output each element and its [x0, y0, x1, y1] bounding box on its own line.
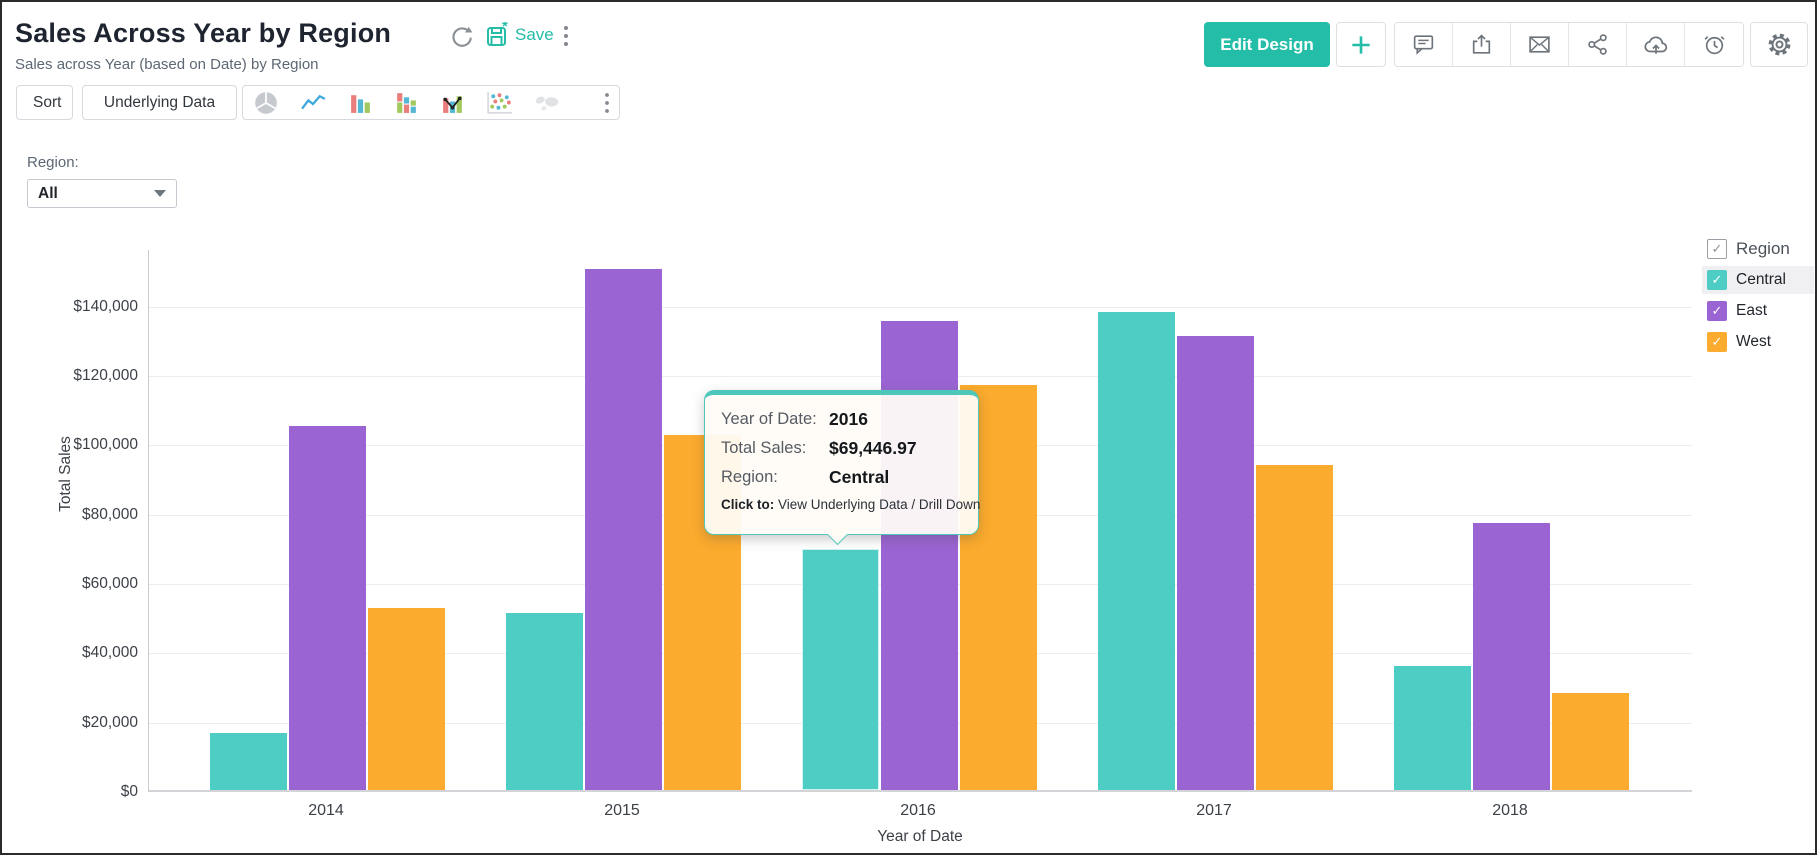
y-tick-label: $100,000 — [73, 436, 138, 454]
map-chart-icon[interactable] — [534, 91, 561, 115]
schedule-button[interactable] — [1685, 23, 1743, 66]
x-tick-label: 2015 — [604, 802, 640, 819]
bar-central-2018[interactable] — [1393, 665, 1471, 790]
bar-west-2018[interactable] — [1551, 692, 1629, 790]
page-title: Sales Across Year by Region — [15, 18, 392, 48]
email-button[interactable] — [1511, 23, 1569, 66]
refresh-icon[interactable] — [449, 24, 475, 50]
tooltip-row-value: Central — [829, 467, 890, 487]
schedule-alarm-icon — [1704, 36, 1724, 55]
add-icon — [1352, 35, 1370, 54]
bar-chart-icon[interactable] — [348, 91, 373, 115]
y-tick-label: $140,000 — [73, 297, 138, 315]
bar-west-2014[interactable] — [367, 608, 445, 790]
x-tick-label: 2014 — [308, 802, 344, 819]
save-label: Save — [515, 25, 554, 44]
settings-gear-icon — [1768, 33, 1790, 56]
pie-chart-icon[interactable] — [253, 91, 279, 115]
legend-title: Region — [1736, 239, 1790, 258]
export-icon — [1472, 34, 1491, 54]
line-chart-icon[interactable] — [300, 91, 327, 115]
share-icon — [1588, 34, 1607, 55]
region-filter-dropdown[interactable]: All — [27, 179, 177, 208]
bar-central-2014[interactable] — [209, 732, 287, 790]
legend-item-east[interactable]: ✓ East — [1702, 297, 1814, 325]
legend-checkbox-west[interactable]: ✓ — [1707, 332, 1727, 352]
page-subtitle: Sales across Year (based on Date) by Reg… — [15, 56, 319, 73]
legend-header-checkbox[interactable]: ✓ — [1707, 239, 1727, 259]
tooltip-row-label: Year of Date: — [721, 410, 817, 428]
x-tick-label: 2016 — [900, 802, 936, 819]
bar-east-2017[interactable] — [1176, 335, 1254, 790]
settings-button[interactable] — [1750, 22, 1808, 67]
y-tick-label: $40,000 — [81, 644, 138, 662]
share-button[interactable] — [1569, 23, 1627, 66]
tooltip-row: Region: Central — [721, 466, 962, 488]
y-tick-label: $0 — [120, 783, 138, 800]
stacked-bar-chart-icon[interactable] — [394, 91, 419, 115]
save-button[interactable]: * Save — [485, 22, 554, 48]
tooltip-footer-label: Click to: — [721, 497, 775, 512]
chevron-down-icon — [154, 190, 166, 197]
legend-item-label: Central — [1736, 271, 1786, 288]
save-icon: * — [487, 22, 508, 46]
svg-text:*: * — [502, 22, 508, 35]
legend-checkbox-central[interactable]: ✓ — [1707, 270, 1727, 290]
x-axis-title: Year of Date — [877, 828, 963, 845]
legend-item-west[interactable]: ✓ West — [1702, 328, 1814, 356]
y-tick-label: $20,000 — [81, 713, 138, 731]
chart-legend: ✓ Region ✓ Central ✓ East ✓ West — [1702, 235, 1814, 359]
bar-east-2014[interactable] — [288, 426, 366, 790]
bar-east-2018[interactable] — [1472, 523, 1550, 790]
tooltip-footer: Click to: View Underlying Data / Drill D… — [721, 497, 980, 512]
add-button[interactable] — [1336, 22, 1386, 67]
y-tick-label: $80,000 — [81, 505, 138, 523]
tooltip-row: Year of Date: 2016 — [721, 408, 962, 430]
bar-central-2017[interactable] — [1097, 311, 1175, 790]
sort-button[interactable]: Sort — [16, 85, 73, 120]
legend-header[interactable]: ✓ Region — [1702, 235, 1814, 263]
combo-chart-icon[interactable] — [440, 91, 465, 115]
legend-item-central[interactable]: ✓ Central — [1702, 266, 1814, 294]
gridline — [149, 306, 1692, 308]
bar-central-2016[interactable] — [801, 549, 879, 790]
export-button[interactable] — [1453, 23, 1511, 66]
y-tick-label: $60,000 — [81, 575, 138, 592]
chart-type-toolbar — [242, 85, 620, 120]
tooltip-row-label: Total Sales: — [721, 439, 807, 457]
chart-type-more-icon[interactable] — [603, 91, 611, 115]
email-icon — [1529, 36, 1550, 53]
comment-button[interactable] — [1395, 23, 1453, 66]
legend-item-label: West — [1736, 333, 1772, 350]
tooltip-footer-text: View Underlying Data / Drill Down — [774, 497, 981, 512]
y-tick-label: $120,000 — [73, 367, 138, 385]
x-tick-label: 2017 — [1196, 802, 1232, 819]
header-action-group — [1394, 22, 1744, 67]
tooltip-row-value: 2016 — [829, 409, 868, 429]
legend-item-label: East — [1736, 302, 1768, 319]
tooltip-row-label: Region: — [721, 468, 778, 486]
underlying-data-button[interactable]: Underlying Data — [82, 85, 237, 120]
tooltip-row-value: $69,446.97 — [829, 438, 917, 458]
region-filter-label: Region: — [27, 154, 79, 171]
bar-east-2015[interactable] — [584, 269, 662, 790]
scatter-chart-icon[interactable] — [486, 91, 513, 115]
chart-tooltip: Year of Date: 2016 Total Sales: $69,446.97 R… — [704, 390, 980, 535]
bar-west-2017[interactable] — [1255, 465, 1333, 790]
region-filter-value: All — [38, 184, 58, 202]
tooltip-row: Total Sales: $69,446.97 — [721, 437, 962, 459]
edit-design-button[interactable]: Edit Design — [1204, 22, 1330, 67]
x-tick-label: 2018 — [1492, 802, 1528, 819]
more-options-icon[interactable] — [562, 23, 580, 49]
bar-central-2015[interactable] — [505, 613, 583, 790]
publish-button[interactable] — [1627, 23, 1685, 66]
legend-checkbox-east[interactable]: ✓ — [1707, 301, 1727, 321]
publish-cloud-icon — [1643, 35, 1667, 54]
comment-icon — [1413, 35, 1434, 55]
